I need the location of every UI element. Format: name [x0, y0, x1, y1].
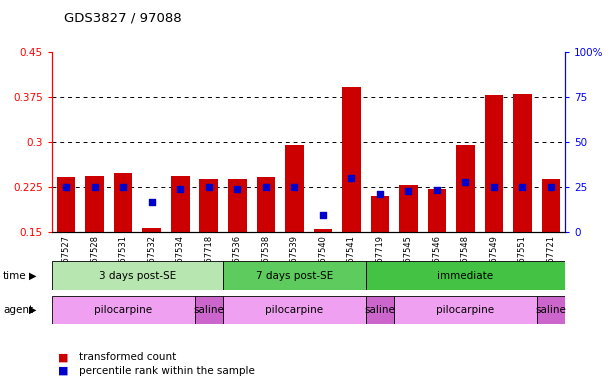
Bar [342, 87, 360, 232]
Bar [428, 189, 446, 232]
Point [346, 175, 356, 181]
Text: 3 days post-SE: 3 days post-SE [99, 270, 176, 281]
Bar [285, 145, 304, 232]
Point [489, 184, 499, 190]
Bar [513, 94, 532, 232]
Bar [541, 179, 560, 232]
Text: saline: saline [364, 305, 395, 315]
Text: immediate: immediate [437, 270, 494, 281]
Point [546, 184, 556, 190]
Bar [365, 296, 394, 324]
Text: saline: saline [193, 305, 224, 315]
Bar [485, 95, 503, 232]
Text: ▶: ▶ [29, 305, 37, 315]
Text: ▶: ▶ [29, 270, 37, 281]
Text: percentile rank within the sample: percentile rank within the sample [79, 366, 255, 376]
Point [461, 179, 470, 185]
Bar [57, 177, 76, 232]
Point [232, 186, 242, 192]
Text: ■: ■ [58, 352, 68, 362]
Text: agent: agent [3, 305, 33, 315]
Point [147, 199, 156, 205]
Bar [313, 229, 332, 232]
Point [90, 184, 100, 190]
Bar [223, 261, 365, 290]
Bar [171, 176, 189, 232]
Text: saline: saline [535, 305, 566, 315]
Bar [456, 145, 475, 232]
Bar [223, 296, 365, 324]
Bar [370, 196, 389, 232]
Text: pilocarpine: pilocarpine [436, 305, 494, 315]
Bar [199, 179, 218, 232]
Bar [228, 179, 247, 232]
Bar [536, 296, 565, 324]
Point [119, 184, 128, 190]
Point [318, 212, 327, 218]
Bar [142, 228, 161, 232]
Point [61, 184, 71, 190]
Point [432, 187, 442, 193]
Text: time: time [3, 270, 27, 281]
Text: GDS3827 / 97088: GDS3827 / 97088 [64, 12, 182, 25]
Bar [399, 185, 418, 232]
Bar [114, 173, 133, 232]
Text: transformed count: transformed count [79, 352, 177, 362]
Point [518, 184, 527, 190]
Bar [365, 261, 565, 290]
Text: pilocarpine: pilocarpine [265, 305, 323, 315]
Bar [52, 261, 223, 290]
Text: ■: ■ [58, 366, 68, 376]
Text: pilocarpine: pilocarpine [94, 305, 152, 315]
Point [175, 186, 185, 192]
Point [403, 188, 413, 194]
Bar [52, 296, 194, 324]
Point [204, 184, 214, 190]
Bar [257, 177, 275, 232]
Bar [86, 176, 104, 232]
Point [290, 184, 299, 190]
Bar [394, 296, 536, 324]
Point [261, 184, 271, 190]
Text: 7 days post-SE: 7 days post-SE [255, 270, 333, 281]
Point [375, 191, 385, 197]
Bar [194, 296, 223, 324]
